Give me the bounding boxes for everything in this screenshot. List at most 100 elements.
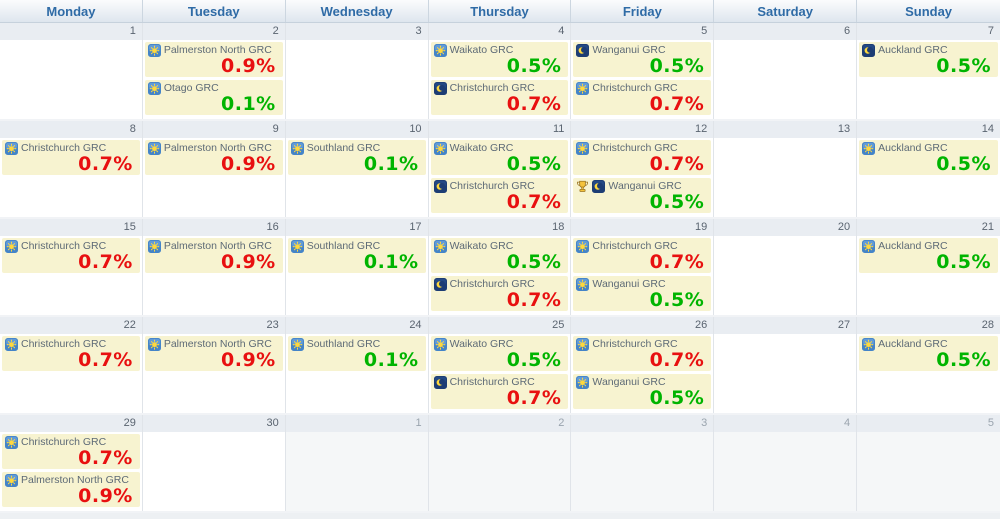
event-header: Wanganui GRC [576,278,707,291]
event-title: Auckland GRC [878,142,948,154]
day-number: 8 [0,121,142,138]
events-list: Christchurch GRC 0.7% Wanganui GRC 0.5% [571,138,713,213]
event[interactable]: Auckland GRC 0.5% [859,238,998,273]
event[interactable]: Waikato GRC 0.5% [430,336,569,371]
day-number: 4 [714,415,857,432]
event-header: Palmerston North GRC [147,338,279,351]
event[interactable]: Wanganui GRC 0.5% [573,42,712,77]
day-number: 27 [714,317,857,334]
day-cell: 26 Christchurch GRC 0.7% Wanganui GRC 0.5% [571,317,715,413]
sun-icon [147,240,161,253]
event-percent: 0.7% [78,447,133,469]
event-header: Christchurch GRC [5,436,136,449]
event[interactable]: Southland GRC 0.1% [287,238,426,273]
sun-icon [433,338,447,351]
day-number: 2 [142,23,285,40]
events-list [714,334,856,336]
sun-icon [147,44,161,57]
event-percent: 0.5% [506,55,562,77]
sun-icon [5,338,18,351]
event-title: Wanganui GRC [592,44,666,56]
event[interactable]: Palmerston North GRC 0.9% [144,140,283,175]
event[interactable]: Wanganui GRC 0.5% [573,374,712,409]
event[interactable]: Waikato GRC 0.5% [430,238,569,273]
event[interactable]: Palmerston North GRC 0.9% [2,472,140,507]
event-percent: 0.7% [649,349,705,371]
sun-icon [576,142,590,155]
event-percent: 0.7% [506,289,562,311]
event[interactable]: Christchurch GRC 0.7% [573,80,712,115]
event-percent: 0.7% [78,153,133,175]
day-number: 21 [857,219,1000,236]
event-title: Palmerston North GRC [21,474,129,486]
event-percent: 0.5% [506,153,562,175]
sun-icon [290,142,304,155]
event[interactable]: Christchurch GRC 0.7% [573,140,712,175]
event-title: Palmerston North GRC [163,142,272,154]
event-title: Otago GRC [163,82,219,94]
event-percent: 0.1% [363,349,419,371]
calendar-header-row: Monday Tuesday Wednesday Thursday Friday Satu… [0,0,1000,23]
day-cell: 30 [142,415,286,511]
sun-icon [147,142,161,155]
day-number: 3 [285,23,428,40]
event[interactable]: Southland GRC 0.1% [287,140,426,175]
events-list [714,138,856,140]
events-list [714,40,856,42]
events-list: Wanganui GRC 0.5% Christchurch GRC 0.7% [571,40,713,115]
event[interactable]: Christchurch GRC 0.7% [430,80,569,115]
event-header: Auckland GRC [862,240,994,253]
event[interactable]: Christchurch GRC 0.7% [430,276,569,311]
event-percent: 0.1% [363,251,419,273]
event[interactable]: Auckland GRC 0.5% [859,336,998,371]
day-cell: 2 Palmerston North GRC 0.9% Otago GRC 0.1% [142,23,286,119]
event-title: Christchurch GRC [592,338,678,350]
event[interactable]: Christchurch GRC 0.7% [430,178,569,213]
event-title: Christchurch GRC [21,240,107,252]
event-header: Christchurch GRC [433,278,565,291]
event[interactable]: Christchurch GRC 0.7% [573,336,712,371]
event-header: Wanganui GRC [576,180,707,193]
day-cell: 17 Southland GRC 0.1% [285,219,429,315]
event[interactable]: Auckland GRC 0.5% [859,42,998,77]
event[interactable]: Palmerston North GRC 0.9% [144,238,283,273]
event-title: Christchurch GRC [449,278,535,290]
event-title: Auckland GRC [878,44,948,56]
day-cell: 20 [714,219,858,315]
event[interactable]: Christchurch GRC 0.7% [2,336,140,371]
events-list [286,432,428,434]
event[interactable]: Waikato GRC 0.5% [430,140,569,175]
event[interactable]: Otago GRC 0.1% [144,80,283,115]
event[interactable]: Palmerston North GRC 0.9% [144,336,283,371]
event[interactable]: Wanganui GRC 0.5% [573,178,712,213]
events-list: Palmerston North GRC 0.9% Otago GRC 0.1% [143,40,285,115]
event[interactable]: Auckland GRC 0.5% [859,140,998,175]
events-list: Palmerston North GRC 0.9% [143,236,285,273]
day-header: Saturday [714,0,858,22]
event[interactable]: Wanganui GRC 0.5% [573,276,712,311]
event-header: Wanganui GRC [576,44,707,57]
event-title: Christchurch GRC [592,142,678,154]
event[interactable]: Christchurch GRC 0.7% [2,140,140,175]
event-percent: 0.9% [78,485,133,507]
event[interactable]: Southland GRC 0.1% [287,336,426,371]
event-header: Waikato GRC [433,44,565,57]
event[interactable]: Christchurch GRC 0.7% [573,238,712,273]
event-percent: 0.7% [506,93,562,115]
event-title: Christchurch GRC [21,436,107,448]
event[interactable]: Palmerston North GRC 0.9% [144,42,283,77]
events-list: Southland GRC 0.1% [286,334,428,371]
event[interactable]: Christchurch GRC 0.7% [2,434,140,469]
sun-icon [147,82,161,95]
day-number: 5 [857,415,1000,432]
event[interactable]: Waikato GRC 0.5% [430,42,569,77]
events-list: Christchurch GRC 0.7% Wanganui GRC 0.5% [571,236,713,311]
week-row: 8 Christchurch GRC 0.7% 9 Palmerston North G… [0,121,1000,219]
event[interactable]: Christchurch GRC 0.7% [2,238,140,273]
day-number: 28 [857,317,1000,334]
event-percent: 0.1% [363,153,419,175]
event[interactable]: Christchurch GRC 0.7% [430,374,569,409]
day-number: 1 [285,415,428,432]
day-number: 3 [571,415,714,432]
day-number: 4 [428,23,571,40]
